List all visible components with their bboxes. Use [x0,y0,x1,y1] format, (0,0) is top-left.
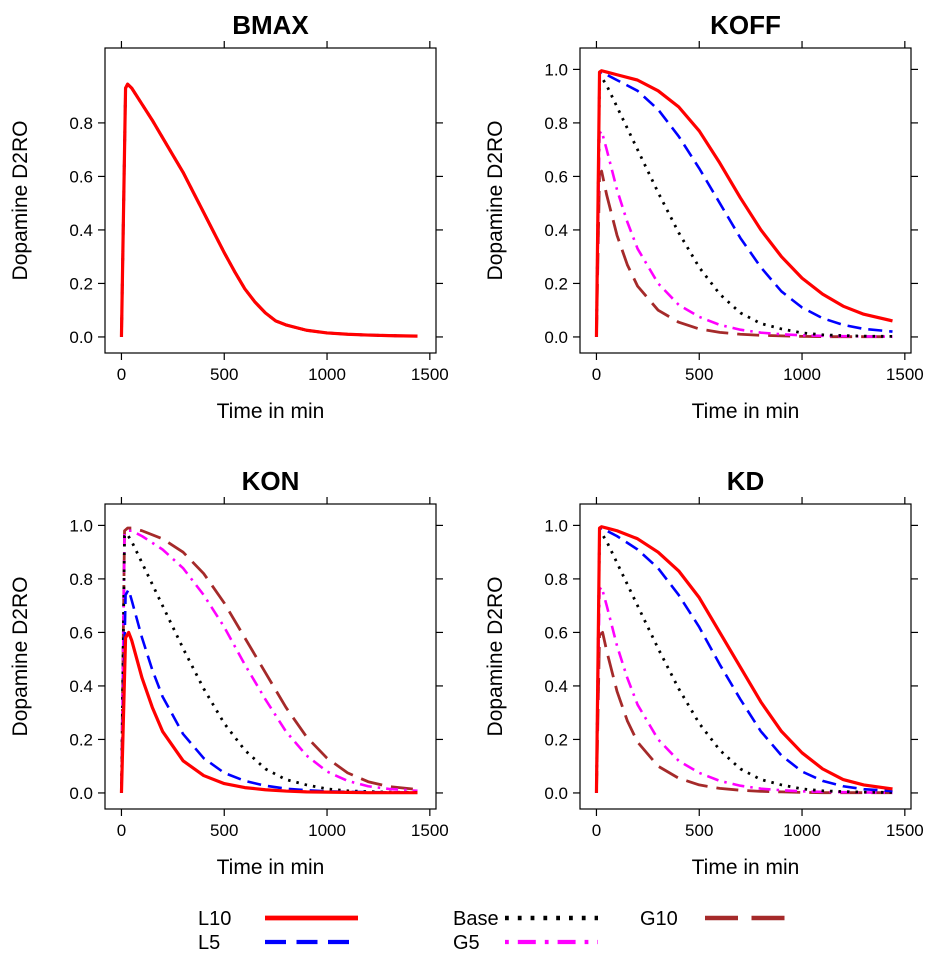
x-tick-label: 500 [210,821,238,840]
series-line-l10 [119,82,418,338]
plot-frame [579,47,912,354]
x-tick-label: 0 [592,365,601,384]
x-tick-label: 1000 [308,365,346,384]
legend-item-l10: L10 [198,908,358,930]
y-tick-label: 0.6 [544,623,568,642]
x-tick-label: 0 [117,821,126,840]
plot-frame [104,503,437,810]
x-axis-label: Time in min [692,400,800,423]
x-tick-label: 1500 [411,821,449,840]
y-tick-label: 0.4 [544,677,568,696]
y-tick-label: 0.2 [69,274,93,293]
legend-label: L10 [198,908,231,930]
x-axis-label: Time in min [692,856,800,879]
series-line-l5 [120,588,418,794]
series-line-l10 [594,69,893,337]
legend-item-g5: G5 [453,932,598,954]
x-tick-label: 1500 [886,821,924,840]
y-tick-label: 0.8 [69,114,93,133]
y-tick-label: 0.0 [544,328,568,347]
x-tick-label: 1000 [783,365,821,384]
chart-title: KD [727,466,765,496]
y-tick-label: 0.8 [544,114,568,133]
series-line-base [120,532,418,794]
y-tick-label: 1.0 [544,60,568,79]
chart-panel-koff: KOFF 0 500 1000 1500 0.0 0.2 0.4 0.6 0.8 1.0 Time i… [484,10,924,423]
legend-label: G10 [640,908,678,930]
y-tick-label: 0.4 [69,221,93,240]
y-tick-label: 0.0 [69,328,93,347]
y-tick-label: 0.0 [544,784,568,803]
plot-frame [104,47,437,354]
chart-title: BMAX [232,10,309,40]
x-axis-label: Time in min [217,856,325,879]
x-tick-label: 1000 [308,821,346,840]
x-tick-label: 1500 [411,365,449,384]
y-tick-label: 0.0 [69,784,93,803]
legend-item-base: Base [453,908,598,930]
series-line-g10 [595,631,893,795]
series-line-l5 [595,70,893,337]
x-tick-label: 500 [685,365,713,384]
y-axis-label: Dopamine D2RO [484,121,507,281]
series-line-base [595,532,893,794]
legend-label: Base [453,908,499,930]
x-tick-label: 0 [117,365,126,384]
series-line-l5 [595,526,893,793]
chart-title: KON [242,466,300,496]
legend-label: G5 [453,932,480,953]
legend-item-l5: L5 [198,932,358,954]
y-tick-label: 0.2 [544,730,568,749]
y-tick-label: 0.4 [544,221,568,240]
series-line-base [120,82,418,338]
series-line-g10 [595,169,893,339]
series-line-l10 [594,525,893,793]
x-axis-label: Time in min [217,400,325,423]
series-line-g10 [120,82,418,338]
plot-frame [579,503,912,810]
x-tick-label: 0 [592,821,601,840]
y-axis-label: Dopamine D2RO [9,121,32,281]
series-line-l5 [120,82,418,338]
y-axis-label: Dopamine D2RO [484,577,507,737]
series-line-g5 [120,529,418,793]
y-tick-label: 0.4 [69,677,93,696]
series-line-l10 [119,630,418,795]
y-tick-label: 0.8 [69,570,93,589]
y-tick-label: 1.0 [69,516,93,535]
y-tick-label: 0.2 [544,274,568,293]
series-line-g5 [595,585,893,794]
x-tick-label: 1000 [783,821,821,840]
y-tick-label: 0.6 [69,167,93,186]
y-tick-label: 0.6 [544,167,568,186]
chart-title: KOFF [710,10,781,40]
legend-label: L5 [198,932,220,953]
y-tick-label: 1.0 [544,516,568,535]
chart-panel-bmax: BMAX 0 500 1000 1500 0.0 0.2 0.4 0.6 0.8 Time in m… [9,10,449,423]
y-axis-label: Dopamine D2RO [9,577,32,737]
series-line-base [595,76,893,338]
legend-item-g10: G10 [640,908,798,930]
y-tick-label: 0.2 [69,730,93,749]
x-tick-label: 500 [210,365,238,384]
series-line-g10 [120,526,418,793]
chart-panel-kd: KD 0 500 1000 1500 0.0 0.2 0.4 0.6 0.8 1.0 Time in … [484,466,924,879]
x-tick-label: 500 [685,821,713,840]
series-line-g5 [595,129,893,338]
series-line-g5 [120,82,418,338]
chart-panel-kon: KON 0 500 1000 1500 0.0 0.2 0.4 0.6 0.8 1.0 Time in… [9,466,449,879]
y-tick-label: 0.6 [69,623,93,642]
y-tick-label: 0.8 [544,570,568,589]
x-tick-label: 1500 [886,365,924,384]
